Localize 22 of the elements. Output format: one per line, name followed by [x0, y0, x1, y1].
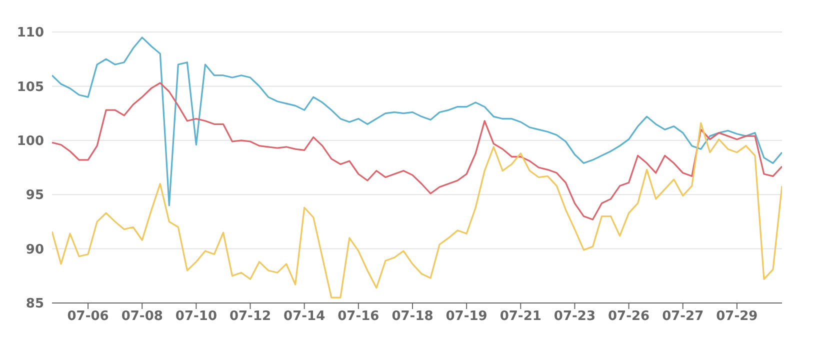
x-tick-label: 07-16	[338, 309, 380, 324]
x-tick-label: 07-21	[500, 309, 542, 324]
x-tick-label: 07-12	[229, 309, 272, 324]
y-tick-label: 95	[26, 188, 44, 204]
y-tick-label: 110	[16, 26, 44, 41]
x-tick-label: 07-23	[554, 309, 596, 324]
line-series	[52, 36, 782, 206]
line-series	[52, 82, 782, 220]
y-tick-label: 105	[16, 80, 44, 95]
x-tick-label: 07-08	[121, 309, 163, 324]
x-tick-label: 07-18	[392, 309, 434, 324]
x-tick-label: 07-26	[608, 309, 650, 324]
y-tick-label: 90	[26, 242, 44, 258]
y-tick-label: 100	[16, 134, 44, 150]
x-tick-label: 07-27	[662, 309, 704, 324]
x-tick-label: 07-29	[716, 309, 758, 324]
x-tick-label: 07-10	[175, 309, 217, 324]
line-series	[52, 122, 782, 298]
x-tick-label: 07-19	[446, 309, 488, 324]
x-tick-label: 07-14	[284, 309, 326, 324]
y-tick-label: 85	[26, 296, 44, 312]
x-tick-label: 07-06	[67, 309, 109, 324]
